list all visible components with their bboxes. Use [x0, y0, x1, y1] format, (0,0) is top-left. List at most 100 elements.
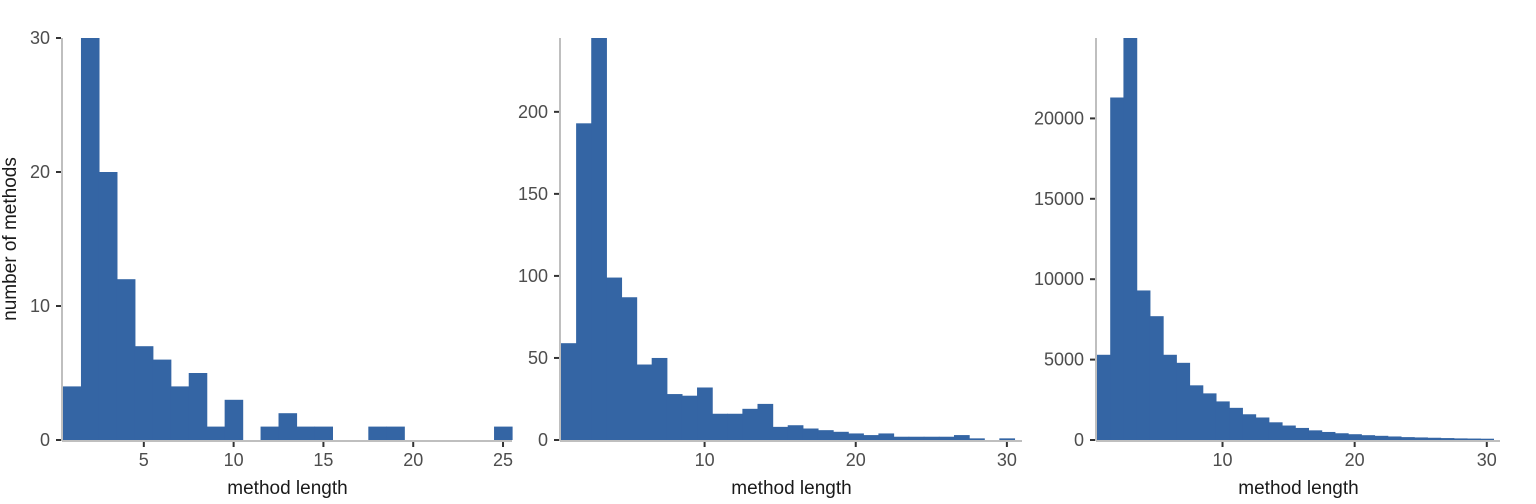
histogram-bar	[1229, 407, 1243, 440]
y-tick-label: 10	[30, 296, 50, 316]
histogram-bar	[833, 431, 849, 440]
histogram-bar	[116, 279, 136, 440]
histogram-bar	[1123, 38, 1138, 440]
x-tick-label: 5	[139, 450, 149, 470]
histogram-bar	[697, 387, 713, 440]
x-tick-label: 10	[695, 450, 715, 470]
histogram-bar	[1361, 435, 1376, 440]
histogram-bar	[1308, 430, 1323, 440]
x-axis-title: method length	[227, 478, 347, 499]
histogram-bar	[1189, 385, 1204, 440]
histogram-bar	[576, 123, 592, 440]
histogram-panel-1: 0 10 20 30 5 10 15 20 25 method length number of m…	[0, 28, 513, 499]
histogram-bar	[63, 386, 82, 440]
histogram-bar	[1466, 438, 1481, 440]
histogram-bar	[1453, 438, 1468, 440]
histogram-bar	[1414, 437, 1428, 440]
histogram-bar	[1348, 434, 1362, 440]
histogram-bar	[1163, 354, 1177, 440]
histogram-bar	[712, 413, 728, 440]
histogram-bar	[923, 436, 940, 440]
histogram-bar	[1176, 362, 1191, 440]
x-tick-label: 25	[493, 450, 513, 470]
histogram-bar	[314, 426, 333, 440]
x-tick-label: 30	[1477, 450, 1497, 470]
histogram-bar	[817, 430, 834, 440]
histogram-bar	[1136, 290, 1151, 440]
histogram-bar	[938, 436, 955, 440]
histogram-bar	[1334, 433, 1349, 440]
histogram-bar	[260, 426, 280, 440]
histogram-bar	[368, 426, 387, 440]
histogram-bar	[134, 346, 154, 440]
histogram-bar	[591, 38, 607, 440]
histogram-bar	[742, 408, 759, 440]
histogram-bar	[1268, 422, 1283, 440]
histogram-bar	[296, 426, 316, 440]
y-tick-label: 0	[40, 430, 50, 450]
x-tick-label: 10	[1213, 450, 1233, 470]
histogram-bar	[772, 426, 789, 440]
histogram-bar	[98, 172, 118, 440]
x-tick-label: 20	[1345, 450, 1365, 470]
y-tick-label: 0	[538, 430, 548, 450]
histogram-bar	[1400, 437, 1415, 440]
histogram-bar	[863, 435, 880, 440]
histogram-bar	[1427, 437, 1442, 440]
histogram-bar	[188, 373, 208, 440]
histogram-bar	[152, 359, 172, 440]
histogram-bar	[878, 433, 895, 440]
histogram-bar	[802, 428, 819, 440]
histogram-bar	[1242, 414, 1257, 440]
histogram-bar	[1149, 316, 1164, 440]
histogram-bar	[386, 426, 405, 440]
x-tick-label: 30	[997, 450, 1017, 470]
histogram-bar	[278, 413, 298, 440]
y-tick-label: 200	[518, 102, 548, 122]
histogram-bar	[1097, 354, 1111, 440]
histogram-bar	[1281, 425, 1296, 440]
histogram-bar	[1295, 427, 1310, 440]
histogram-bar	[1202, 393, 1217, 440]
x-axis-title: method length	[1238, 478, 1358, 499]
histogram-bar	[908, 436, 925, 440]
y-tick-label: 15000	[1034, 189, 1084, 209]
y-tick-label: 100	[518, 266, 548, 286]
histogram-bar	[561, 343, 577, 440]
histogram-bar	[757, 403, 774, 440]
histogram-bar	[621, 297, 638, 440]
histogram-bar	[1374, 435, 1389, 440]
y-tick-label: 30	[30, 28, 50, 48]
histogram-bar	[1215, 401, 1230, 440]
histogram-bar	[606, 277, 623, 440]
y-tick-label: 50	[528, 348, 548, 368]
y-tick-label: 0	[1074, 430, 1084, 450]
histogram-bar	[787, 425, 804, 440]
histogram-bar	[80, 38, 100, 440]
x-tick-label: 15	[313, 450, 333, 470]
histogram-bar	[1110, 97, 1125, 440]
x-axis-title: method length	[731, 478, 851, 499]
histogram-bar	[1480, 438, 1494, 440]
y-tick-label: 20000	[1034, 108, 1084, 128]
histogram-bar	[969, 438, 985, 440]
x-tick-label: 20	[403, 450, 423, 470]
y-tick-label: 150	[518, 184, 548, 204]
y-tick-label: 10000	[1034, 269, 1084, 289]
histogram-bar	[1387, 436, 1402, 440]
histogram-panel-3: 0 5000 10000 15000 20000 10 20 30 method length	[1034, 38, 1500, 499]
histogram-bar	[666, 394, 683, 440]
histogram-bar	[636, 364, 653, 440]
histogram-bar	[170, 386, 190, 440]
histogram-panel-2: 0 50 100 150 200 10 20 30 method length	[518, 38, 1022, 499]
y-tick-label: 5000	[1044, 350, 1084, 370]
histogram-bar	[651, 357, 668, 440]
histogram-bar	[206, 426, 226, 440]
histogram-bar	[727, 413, 743, 440]
histogram-bar	[1255, 417, 1270, 440]
y-axis-title: number of methods	[0, 157, 21, 321]
histogram-bar	[681, 395, 698, 440]
histogram-bar	[893, 436, 910, 440]
